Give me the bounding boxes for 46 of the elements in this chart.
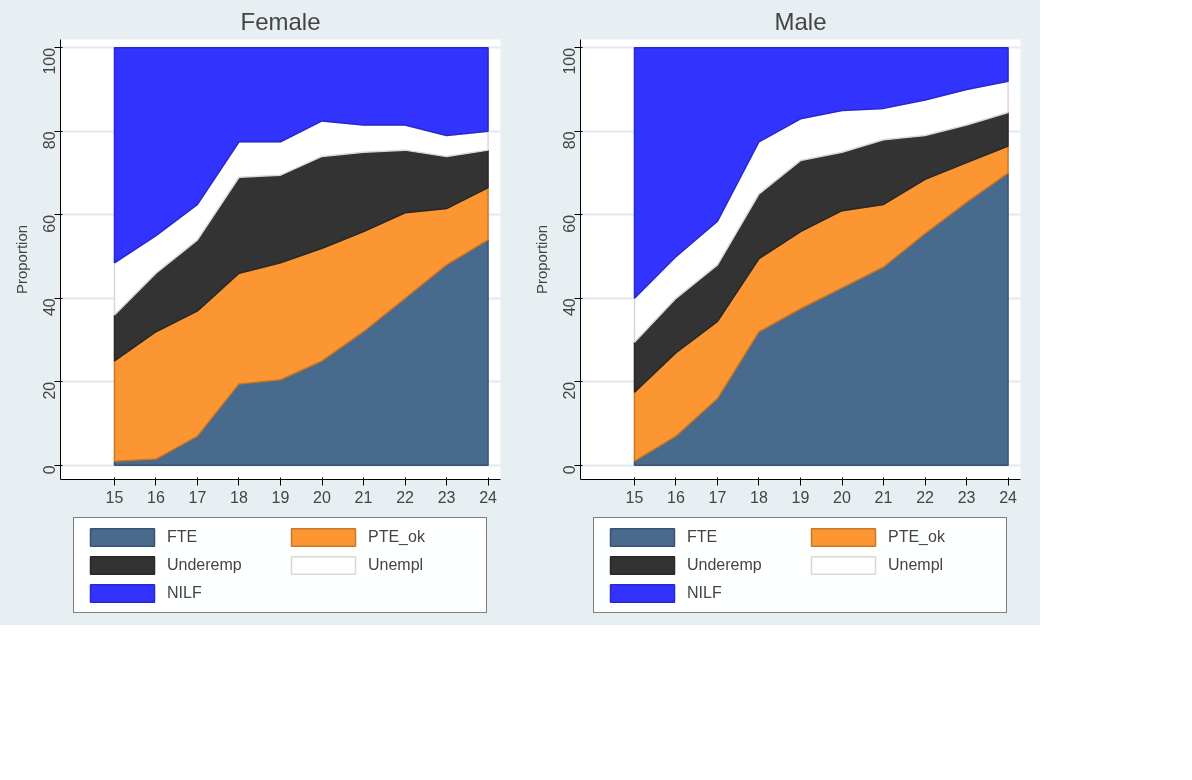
x-tick-label: 24 — [479, 488, 498, 506]
legend-label: Underemp — [687, 556, 763, 574]
y-tick-label: 80 — [41, 131, 59, 150]
y-tick-label: 80 — [561, 131, 579, 150]
y-tick-label: 60 — [41, 214, 59, 233]
y-axis-title: Proportion — [12, 224, 30, 295]
y-tick-label: 60 — [561, 214, 579, 233]
x-tick-label: 20 — [313, 488, 332, 506]
x-tick-label: 19 — [791, 488, 810, 506]
y-tick-label: 100 — [561, 47, 579, 75]
x-tick-label: 18 — [230, 488, 248, 506]
legend-label: PTE_ok — [888, 528, 946, 546]
y-tick-label: 0 — [41, 465, 59, 475]
x-tick-label: 21 — [354, 488, 373, 506]
x-tick-label: 20 — [833, 488, 852, 506]
y-tick-label: 40 — [561, 298, 579, 317]
x-tick-label: 16 — [667, 488, 685, 506]
chart-title: Female — [240, 7, 321, 35]
x-tick-label: 22 — [916, 488, 935, 506]
legend-label: NILF — [687, 584, 723, 602]
x-tick-label: 23 — [957, 488, 976, 506]
x-tick-label: 18 — [750, 488, 768, 506]
y-axis-title: Proportion — [532, 224, 550, 295]
x-tick-label: 22 — [396, 488, 415, 506]
x-tick-label: 21 — [874, 488, 893, 506]
x-tick-label: 17 — [188, 488, 207, 506]
y-tick-label: 40 — [41, 298, 59, 317]
y-tick-label: 100 — [41, 47, 59, 75]
x-tick-label: 24 — [999, 488, 1018, 506]
legend-label: NILF — [167, 584, 203, 602]
y-tick-label: 20 — [561, 381, 579, 400]
chart-title: Male — [774, 7, 827, 35]
x-tick-label: 15 — [625, 488, 644, 506]
x-tick-label: 19 — [271, 488, 290, 506]
legend-label: Underemp — [167, 556, 243, 574]
legend-label: FTE — [687, 528, 719, 546]
legend-label: FTE — [167, 528, 199, 546]
legend-label: PTE_ok — [368, 528, 426, 546]
x-tick-label: 23 — [437, 488, 456, 506]
legend-label: Unempl — [888, 556, 945, 574]
y-tick-label: 0 — [561, 465, 579, 475]
legend-label: Unempl — [368, 556, 425, 574]
x-tick-label: 16 — [147, 488, 165, 506]
x-tick-label: 17 — [708, 488, 727, 506]
x-tick-label: 15 — [105, 488, 124, 506]
y-tick-label: 20 — [41, 381, 59, 400]
